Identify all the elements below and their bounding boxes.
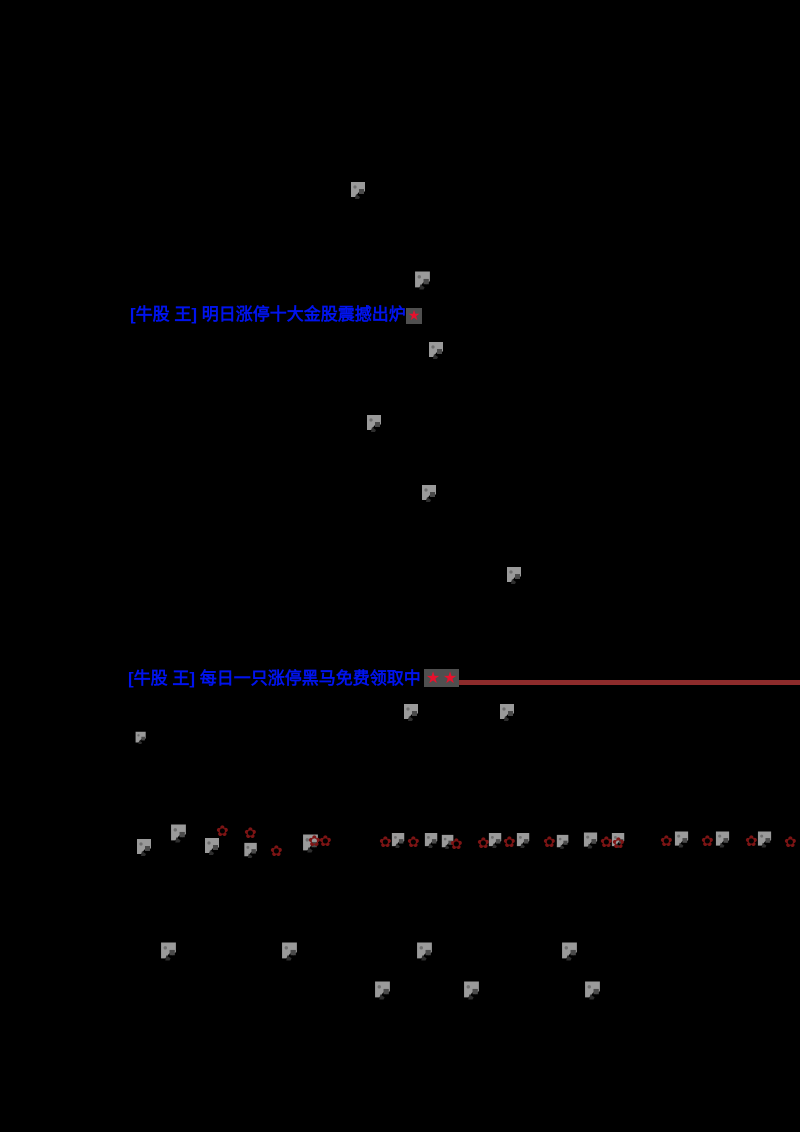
headline-link-1[interactable]: [牛股 王] 明日涨停十大金股震撼出炉 [130,305,406,324]
broken-image-icon [516,832,531,848]
rose-icon: ✿ [407,833,420,851]
broken-image-icon [281,941,299,961]
broken-image-icon [243,842,259,858]
broken-image-icon [757,830,773,848]
rose-icon: ✿ [701,832,714,850]
divider-line [458,680,800,685]
broken-image-icon [715,830,731,848]
broken-image-icon [428,341,445,359]
rose-icon: ✿ [745,832,758,850]
broken-image-icon [414,270,432,290]
rose-icon: ✿ [379,833,392,851]
rose-icon: ✿ [477,834,490,852]
broken-image-icon [583,831,599,849]
rose-icon: ✿ [308,832,321,850]
broken-image-icon [350,181,367,199]
rose-icon: ✿ [600,833,613,851]
broken-image-icon [136,838,153,856]
rose-icon: ✿ [244,824,257,842]
broken-image-icon [561,941,579,961]
broken-image-icon [674,830,690,848]
rose-icon: ✿ [450,835,463,853]
rose-icon: ✿ [270,842,283,860]
broken-image-icon [463,980,481,1000]
headline-link-2[interactable]: [牛股 王] 每日一只涨停黑马免费领取中 [128,669,421,688]
broken-image-icon [611,832,626,848]
broken-image-icon [424,832,439,848]
star-icon: ★ [406,308,422,324]
broken-image-icon [374,980,392,1000]
rose-icon: ✿ [503,833,516,851]
broken-image-icon [132,731,150,744]
broken-image-icon [366,414,383,432]
star-icon: ★ [424,668,442,687]
broken-image-icon [584,980,602,1000]
rose-icon: ✿ [612,834,625,852]
rose-icon: ✿ [216,822,229,840]
broken-image-icon [556,834,570,849]
broken-image-icon [416,941,434,961]
broken-image-icon [403,703,420,721]
broken-image-icon [391,832,406,848]
broken-image-icon [506,566,523,584]
broken-image-icon [160,941,178,961]
rose-icon: ✿ [784,833,797,851]
star-icon: ★ [441,668,459,687]
broken-image-icon [488,832,503,848]
broken-image-icon [441,834,455,849]
broken-image-icon [499,703,516,721]
rose-icon: ✿ [660,832,673,850]
broken-image-icon [421,484,438,502]
rose-icon: ✿ [319,832,332,850]
broken-image-icon [170,820,188,846]
broken-image-icon [302,832,320,854]
rose-icon: ✿ [543,833,556,851]
broken-image-icon [204,836,221,856]
